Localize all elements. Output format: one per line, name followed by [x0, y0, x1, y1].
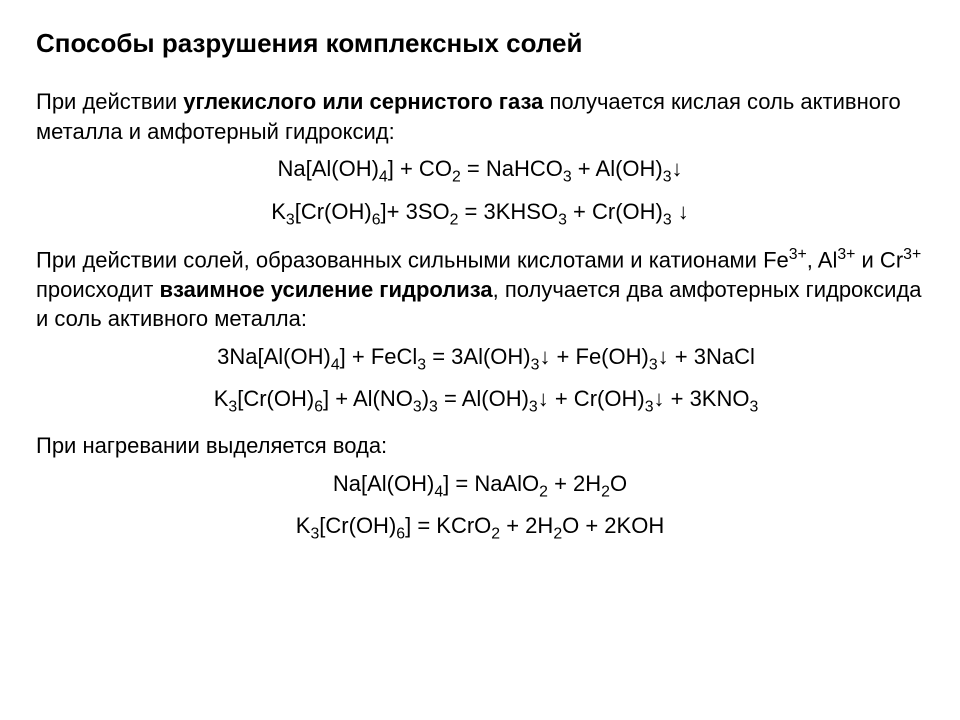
para2-mid1: , Al — [807, 247, 838, 272]
equation-3: 3Na[Al(OH)4] + FeCl3 = 3Al(OH)3↓ + Fe(OH… — [36, 342, 924, 377]
equation-1: Na[Al(OH)4] + CO2 = NaHCO3 + Al(OH)3↓ — [36, 154, 924, 189]
para2-mid2: и Cr — [855, 247, 903, 272]
paragraph-3: При нагревании выделяется вода: — [36, 431, 924, 461]
paragraph-2: При действии солей, образованных сильным… — [36, 244, 924, 334]
page-title: Способы разрушения комплексных солей — [36, 28, 924, 59]
equation-2: K3[Cr(OH)6]+ 3SO2 = 3KHSO3 + Cr(OH)3 ↓ — [36, 197, 924, 232]
equation-4: K3[Cr(OH)6] + Al(NO3)3 = Al(OH)3↓ + Cr(O… — [36, 384, 924, 419]
para2-sup1: 3+ — [789, 246, 807, 263]
paragraph-1: При действии углекислого или сернистого … — [36, 87, 924, 146]
para2-pre: При действии солей, образованных сильным… — [36, 247, 789, 272]
para2-bold: взаимное усиление гидролиза — [160, 277, 493, 302]
para2-sup2: 3+ — [837, 246, 855, 263]
para2-mid3: происходит — [36, 277, 160, 302]
para1-bold: углекислого или сернистого газа — [183, 89, 543, 114]
equation-6: K3[Cr(OH)6] = KCrO2 + 2H2O + 2KOH — [36, 511, 924, 546]
para2-sup3: 3+ — [903, 246, 921, 263]
equation-5: Na[Al(OH)4] = NaAlO2 + 2H2O — [36, 469, 924, 504]
para1-pre: При действии — [36, 89, 183, 114]
